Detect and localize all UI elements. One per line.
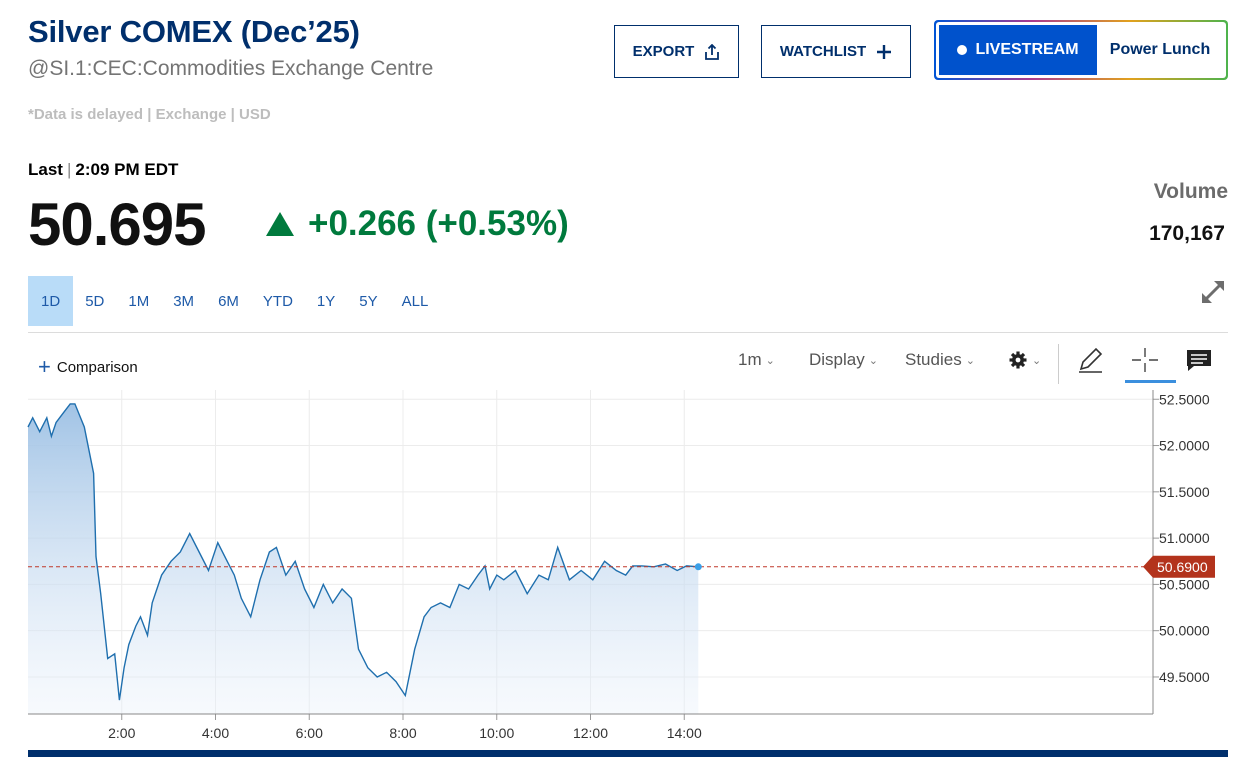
x-tick-label: 10:00 [479, 725, 514, 741]
last-time: 2:09 PM EDT [75, 160, 179, 179]
price-chart[interactable]: 52.5000 52.0000 51.5000 51.0000 50.5000 50.00… [0, 385, 1257, 745]
pencil-icon[interactable] [1076, 346, 1106, 374]
comparison-button[interactable]: + Comparison [38, 356, 138, 378]
y-tick-label: 49.5000 [1159, 669, 1210, 685]
x-tick-label: 14:00 [667, 725, 702, 741]
chevron-down-icon: ⌄ [765, 354, 775, 367]
range-tab-6m[interactable]: 6M [218, 292, 239, 310]
live-dot-icon [957, 45, 968, 55]
x-tick-label: 12:00 [573, 725, 608, 741]
studies-menu[interactable]: Studies ⌄ [905, 350, 975, 370]
last-price: 50.695 [28, 191, 207, 258]
price-area [28, 403, 699, 714]
toolbar-separator [1058, 344, 1059, 384]
share-icon [705, 43, 720, 60]
range-tabs: 1D 5D 1M 3M 6M YTD 1Y 5Y ALL [28, 276, 440, 326]
export-label: EXPORT [632, 43, 695, 60]
x-tick-label: 2:00 [108, 725, 135, 741]
price-line [27, 403, 699, 701]
range-tab-1m[interactable]: 1M [128, 292, 150, 310]
divider [28, 332, 1228, 333]
livestream-button[interactable]: LIVESTREAM [939, 25, 1097, 75]
watchlist-label: WATCHLIST [779, 43, 867, 60]
symbol-subtitle: @SI.1:CEC:Commodities Exchange Centre [28, 57, 434, 80]
current-price-label: 50.6900 [1157, 559, 1208, 575]
range-tab-all[interactable]: ALL [401, 292, 429, 310]
y-tick-label: 51.5000 [1159, 484, 1210, 500]
y-tick-label: 51.0000 [1159, 530, 1210, 546]
comment-icon[interactable] [1184, 346, 1214, 374]
x-tick-label: 6:00 [296, 725, 323, 741]
bottom-bar [28, 750, 1228, 757]
y-tick-label: 52.5000 [1159, 391, 1210, 407]
price-change: +0.266 (+0.53%) [266, 204, 569, 244]
current-price-point [694, 563, 702, 571]
x-tick-label: 4:00 [202, 725, 229, 741]
comparison-label: Comparison [56, 358, 138, 376]
livestream-label: LIVESTREAM [975, 41, 1079, 58]
current-price-tag: 50.6900 [1143, 555, 1215, 578]
export-button[interactable]: EXPORT [614, 25, 739, 78]
chevron-down-icon: ⌄ [965, 354, 975, 367]
studies-label: Studies [905, 350, 962, 369]
chevron-down-icon: ⌄ [1032, 354, 1042, 367]
last-label: Last [28, 160, 63, 179]
up-arrow-icon [266, 212, 294, 236]
settings-icon [1009, 351, 1027, 369]
plus-icon: + [38, 354, 51, 379]
y-tick-label: 50.5000 [1159, 576, 1210, 592]
y-tick-label: 52.0000 [1159, 438, 1210, 454]
last-trade-label: Last | 2:09 PM EDT [28, 160, 179, 179]
x-tick-label: 8:00 [389, 725, 416, 741]
show-link[interactable]: Power Lunch [1109, 41, 1211, 58]
range-tab-3m[interactable]: 3M [173, 292, 195, 310]
page-title: Silver COMEX (Dec’25) [28, 14, 360, 49]
range-tab-5d[interactable]: 5D [85, 292, 105, 310]
interval-select[interactable]: 1m ⌄ [738, 350, 775, 370]
chevron-down-icon: ⌄ [868, 354, 878, 367]
range-tab-ytd[interactable]: YTD [262, 292, 293, 310]
range-tab-1y[interactable]: 1Y [316, 292, 336, 310]
livestream-widget: LIVESTREAM Power Lunch [934, 20, 1228, 80]
crosshair-icon[interactable] [1130, 346, 1160, 374]
expand-icon[interactable] [1197, 276, 1229, 308]
settings-menu[interactable]: ⌄ [1008, 350, 1041, 370]
range-tab-5y[interactable]: 5Y [359, 292, 378, 310]
volume-label: Volume [1153, 180, 1228, 203]
change-value: +0.266 (+0.53%) [308, 204, 569, 243]
interval-label: 1m [738, 350, 762, 369]
crosshair-active-indicator [1125, 380, 1176, 383]
data-disclaimer: *Data is delayed | Exchange | USD [28, 106, 271, 123]
plus-icon [877, 44, 892, 59]
display-label: Display [809, 350, 865, 369]
range-tab-1d[interactable]: 1D [28, 276, 74, 326]
display-menu[interactable]: Display ⌄ [809, 350, 878, 370]
y-tick-label: 50.0000 [1159, 623, 1210, 639]
watchlist-button[interactable]: WATCHLIST [761, 25, 911, 78]
volume-value: 170,167 [1149, 222, 1225, 245]
